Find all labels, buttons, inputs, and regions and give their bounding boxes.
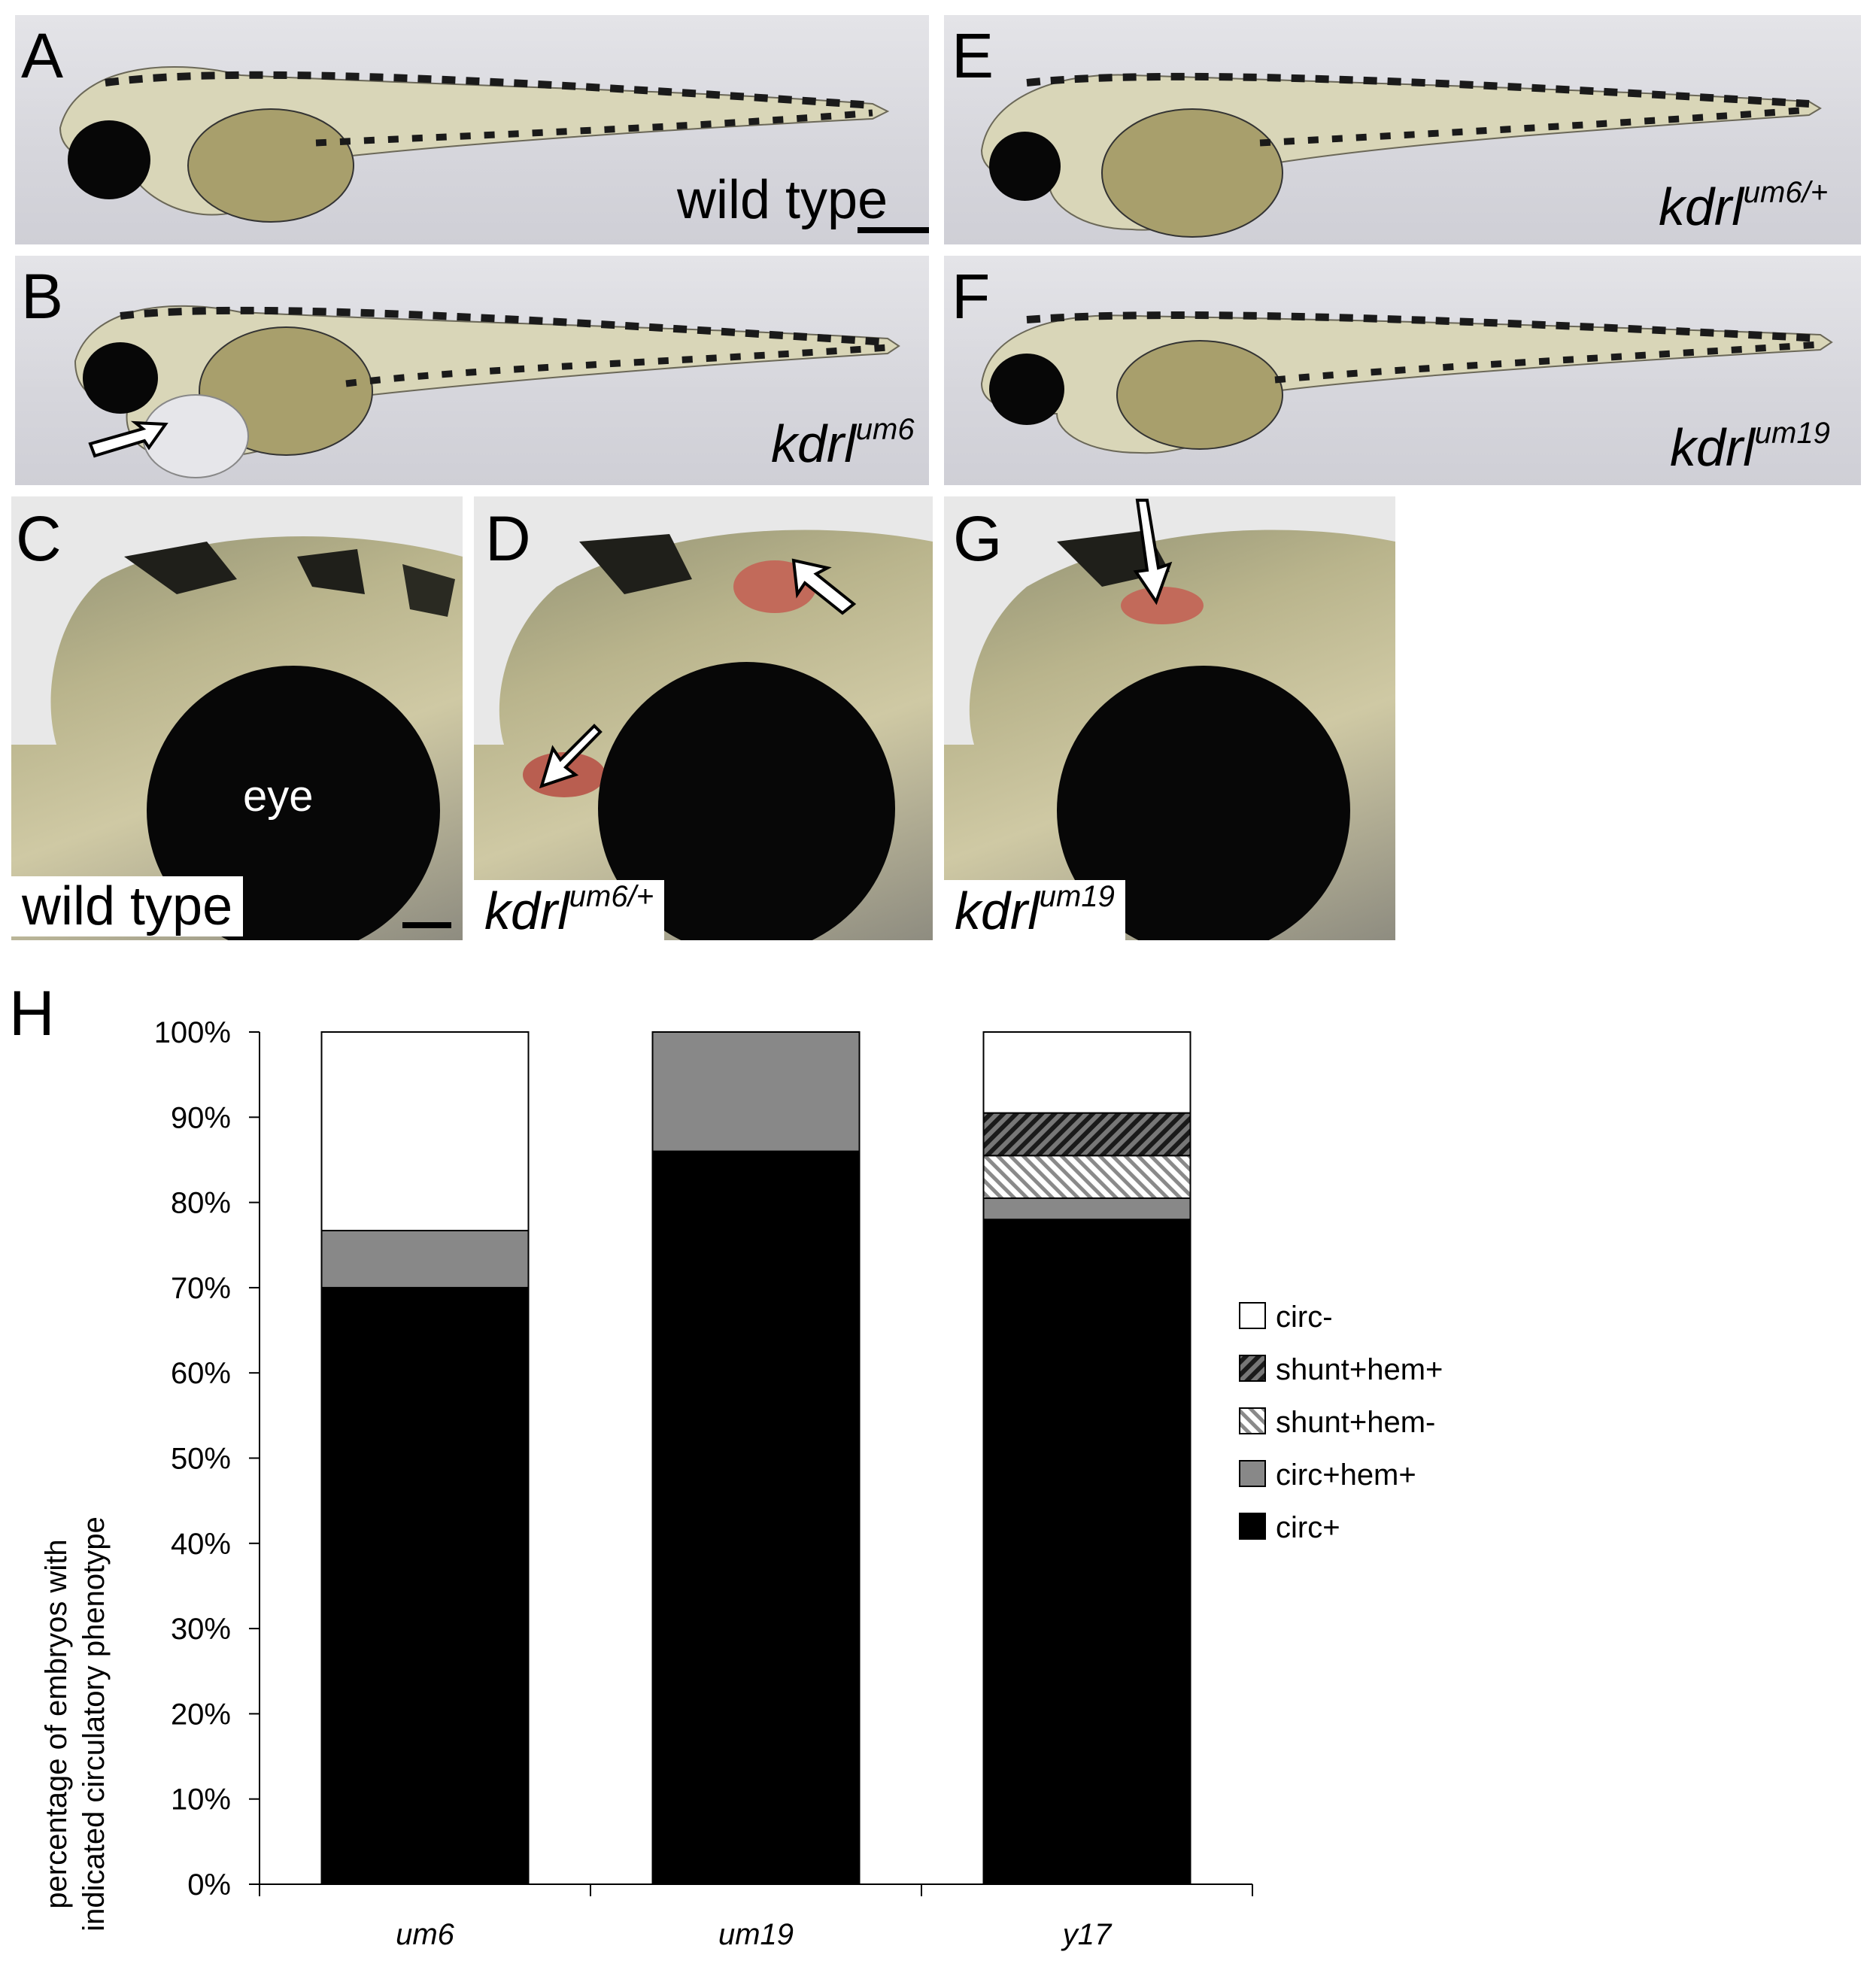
- y-tick-label: 60%: [171, 1357, 231, 1390]
- legend-swatch: [1239, 1513, 1266, 1540]
- y-tick-label: 20%: [171, 1698, 231, 1731]
- panel-letter: F: [952, 261, 991, 332]
- scale-bar: [858, 227, 929, 233]
- genotype-label: wild type: [11, 876, 244, 936]
- arrow-icon: [539, 724, 603, 789]
- arrow-icon: [88, 420, 168, 458]
- legend-label: shunt+hem+: [1276, 1353, 1443, 1386]
- legend-swatch: [1239, 1302, 1266, 1329]
- panel-a-image: A wild type: [15, 15, 929, 244]
- panel-letter: D: [485, 503, 531, 574]
- legend-swatch: [1239, 1407, 1266, 1434]
- eye-shape: [68, 120, 150, 199]
- x-tick-label: um19: [718, 1918, 794, 1951]
- eye-shape: [989, 354, 1064, 425]
- legend-label: circ+hem+: [1276, 1458, 1416, 1492]
- bar-segment: [982, 1112, 1191, 1157]
- y-tick-label: 50%: [171, 1443, 231, 1476]
- panel-letter: E: [952, 20, 994, 91]
- bar-segment: [982, 1219, 1191, 1885]
- stacked-bar-chart: percentage of embryos with indicated cir…: [40, 1016, 1443, 1951]
- genotype-label: kdrlum6/+: [474, 880, 665, 940]
- bar-segment: [982, 1197, 1191, 1221]
- bar-segment: [320, 1229, 530, 1288]
- y-tick-label: 30%: [171, 1613, 231, 1646]
- bar-segment: [320, 1031, 530, 1231]
- eye-shape: [83, 342, 158, 414]
- panel-letter: H: [9, 978, 55, 1049]
- legend-label: shunt+hem-: [1276, 1406, 1435, 1439]
- bar-segment: [651, 1150, 861, 1885]
- y-axis-label-line2: indicated circulatory phenotype: [77, 1516, 111, 1931]
- panel-letter: B: [21, 261, 64, 332]
- fish-embryo-illustration: [980, 72, 1822, 238]
- eye-label: eye: [243, 772, 314, 821]
- fish-embryo-illustration: [980, 311, 1833, 454]
- y-tick-label: 40%: [171, 1528, 231, 1561]
- x-tick-label: um6: [396, 1918, 455, 1951]
- legend-label: circ-: [1276, 1301, 1333, 1334]
- y-tick-label: 0%: [187, 1868, 231, 1902]
- legend-swatch: [1239, 1460, 1266, 1487]
- panel-letter: A: [21, 20, 64, 91]
- panel-e-image: E kdrlum6/+: [944, 15, 1861, 244]
- y-axis-label-line1: percentage of embryos with: [40, 1539, 73, 1908]
- y-tick-label: 70%: [171, 1272, 231, 1305]
- y-tick-label: 90%: [171, 1101, 231, 1134]
- head-closeup-illustration: [474, 496, 933, 797]
- panel-g-image: G kdrlum19: [944, 496, 1395, 940]
- panel-letter: G: [953, 503, 1003, 574]
- bar-segment: [982, 1155, 1191, 1199]
- arrow-icon: [1133, 499, 1173, 606]
- panel-b-image: B kdrlum6: [15, 256, 929, 485]
- panel-f-image: F kdrlum19: [944, 256, 1861, 485]
- head-closeup-illustration: [11, 496, 463, 745]
- legend-swatch: [1239, 1355, 1266, 1382]
- fish-embryo-illustration: [74, 305, 900, 478]
- y-tick-label: 10%: [171, 1783, 231, 1817]
- bar-segment: [982, 1031, 1191, 1114]
- y-tick-label: 100%: [154, 1016, 231, 1049]
- genotype-label: kdrlum6/+: [1659, 175, 1829, 236]
- fish-embryo-illustration: [59, 65, 890, 223]
- genotype-label: kdrlum6: [771, 412, 915, 473]
- genotype-label: wild type: [677, 170, 888, 230]
- legend-label: circ+: [1276, 1511, 1340, 1544]
- y-tick-label: 80%: [171, 1187, 231, 1220]
- bar-segment: [651, 1031, 861, 1152]
- x-tick-label: y17: [1061, 1918, 1113, 1951]
- scale-bar: [402, 922, 451, 928]
- head-closeup-illustration: [944, 496, 1395, 745]
- bar-segment: [320, 1286, 530, 1885]
- arrow-icon: [791, 558, 857, 615]
- panel-d-image: D kdrlum6/+: [474, 496, 933, 940]
- eye-shape: [989, 132, 1061, 201]
- panel-c-image: eye C wild type: [11, 496, 463, 940]
- genotype-label: kdrlum19: [944, 880, 1125, 940]
- genotype-label: kdrlum19: [1670, 416, 1830, 477]
- panel-letter: C: [16, 503, 62, 574]
